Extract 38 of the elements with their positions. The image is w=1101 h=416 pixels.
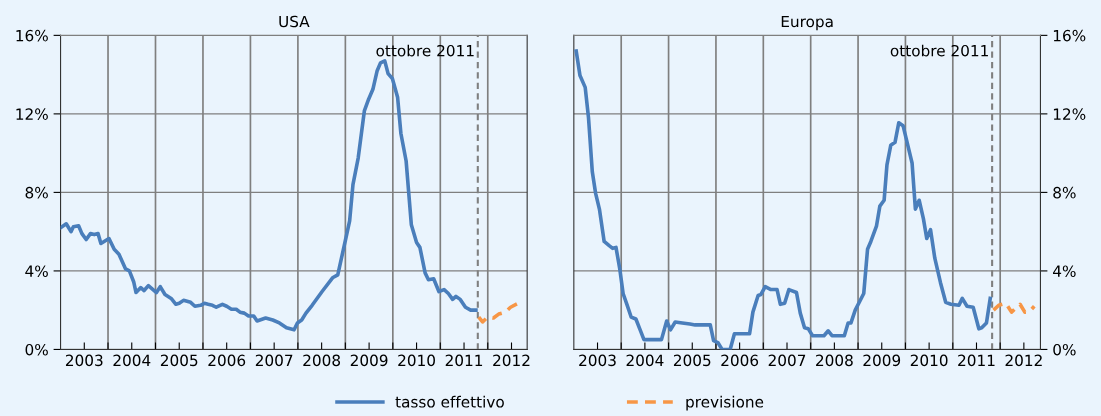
- x-tick-label: 2008: [816, 354, 853, 367]
- y-tick-label: 0%: [1053, 343, 1076, 356]
- x-tick-label: 2004: [113, 354, 151, 367]
- line-series: [991, 301, 1037, 314]
- x-tick-label: 2005: [673, 354, 711, 367]
- legend-label: tasso effettivo: [395, 395, 504, 408]
- x-tick-label: 2010: [910, 354, 948, 367]
- x-tick-label: 2008: [303, 354, 341, 367]
- x-tick-label: 2003: [579, 354, 616, 367]
- x-tick-label: 2006: [208, 354, 246, 367]
- x-tick-label: 2010: [398, 354, 435, 367]
- x-tick-label: 2007: [768, 354, 806, 367]
- x-tick-label: 2009: [863, 354, 901, 367]
- y-tick-label: 16%: [1053, 29, 1086, 42]
- line-series: [60, 59, 478, 332]
- ref-line-label: ottobre 2011: [890, 44, 988, 57]
- x-tick-label: 2004: [626, 354, 664, 367]
- x-tick-label: 2007: [255, 354, 293, 367]
- y-tick-label: 4%: [25, 265, 48, 277]
- x-tick-label: 2011: [958, 354, 995, 367]
- x-tick-label: 2012: [493, 354, 530, 367]
- legend-label: previsione: [686, 395, 764, 411]
- y-tick-label: 0%: [25, 343, 48, 356]
- x-tick-label: 2005: [160, 354, 198, 367]
- ref-line-label: ottobre 2011: [376, 44, 474, 57]
- x-tick-label: 2011: [445, 354, 483, 367]
- y-tick-label: 12%: [16, 108, 48, 120]
- y-tick-label: 8%: [1053, 186, 1076, 199]
- chart-title: Europa: [781, 15, 833, 31]
- y-tick-label: 4%: [1053, 265, 1076, 277]
- x-tick-label: 2006: [721, 354, 759, 367]
- x-tick-label: 2003: [65, 354, 103, 367]
- x-tick-label: 2009: [350, 354, 388, 367]
- x-tick-label: 2012: [1005, 354, 1042, 367]
- chart-title: USA: [279, 15, 310, 28]
- y-tick-label: 16%: [16, 29, 48, 42]
- y-tick-label: 12%: [1053, 108, 1086, 120]
- y-tick-label: 8%: [25, 186, 48, 199]
